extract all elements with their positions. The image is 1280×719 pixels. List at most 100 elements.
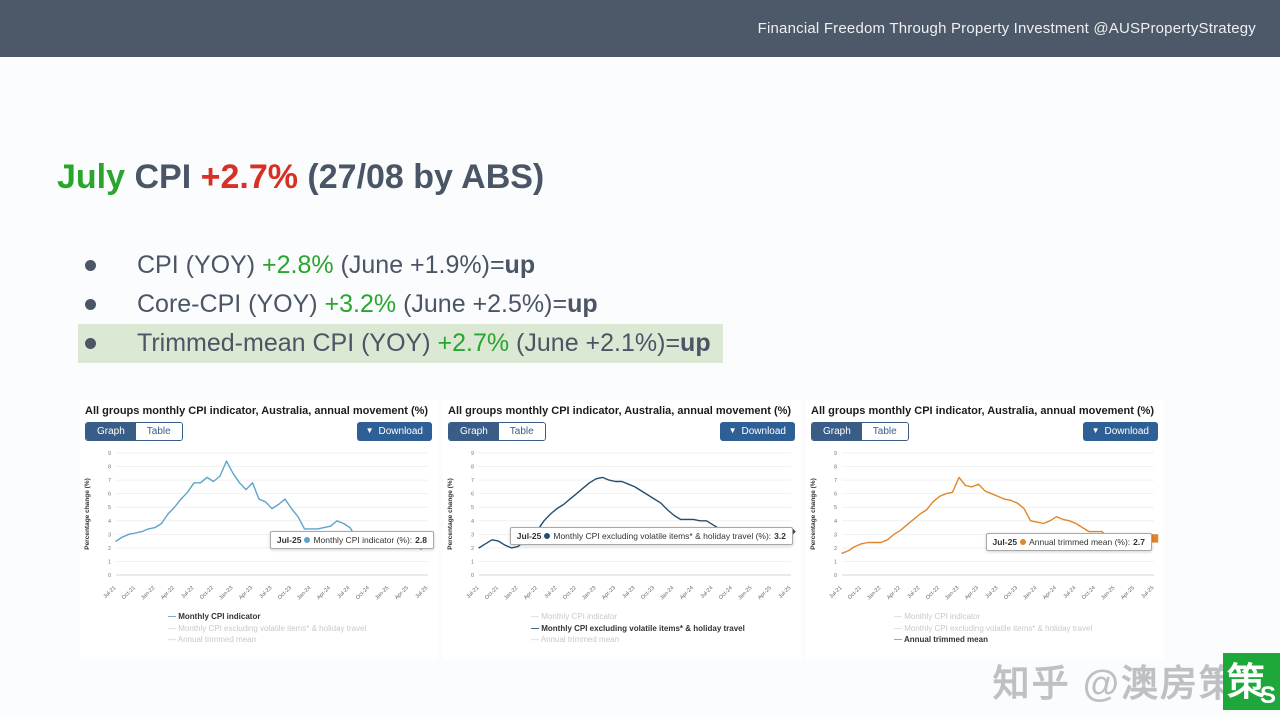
svg-text:Apr-23: Apr-23 bbox=[601, 585, 617, 601]
svg-text:5: 5 bbox=[108, 505, 111, 511]
svg-text:0: 0 bbox=[834, 573, 837, 579]
tab-graph[interactable]: Graph bbox=[812, 422, 862, 440]
legend-item[interactable]: — Annual trimmed mean bbox=[531, 635, 620, 645]
chart-plot: 0 1 2 3 4 5 6 7 8 9 Percentage change (%) Jul-21 Oct… bbox=[443, 443, 801, 615]
chart-title: All groups monthly CPI indicator, Austra… bbox=[811, 405, 1155, 417]
svg-text:Jan-24: Jan-24 bbox=[296, 585, 312, 601]
svg-text:0: 0 bbox=[108, 573, 111, 579]
svg-text:Percentage change (%): Percentage change (%) bbox=[810, 478, 817, 550]
svg-text:Apr-24: Apr-24 bbox=[1042, 585, 1058, 601]
svg-text:Jul-21: Jul-21 bbox=[466, 585, 481, 600]
svg-text:8: 8 bbox=[834, 465, 837, 471]
svg-text:Jul-24: Jul-24 bbox=[1063, 585, 1078, 600]
svg-text:4: 4 bbox=[108, 519, 111, 525]
legend-item[interactable]: — Monthly CPI excluding volatile items* … bbox=[168, 623, 367, 633]
chart-tooltip: Jul-25 Monthly CPI excluding volatile it… bbox=[509, 527, 793, 546]
logo-char: S bbox=[1259, 682, 1276, 709]
svg-text:Oct-23: Oct-23 bbox=[277, 585, 293, 601]
svg-text:Oct-22: Oct-22 bbox=[199, 585, 215, 601]
logo-char: 策 bbox=[1227, 662, 1266, 704]
svg-text:7: 7 bbox=[834, 478, 837, 484]
chart-legend: — Monthly CPI indicator — Monthly CPI ex… bbox=[894, 611, 1164, 646]
series-dot-icon bbox=[304, 537, 311, 544]
svg-text:Jul-24: Jul-24 bbox=[700, 585, 715, 600]
svg-text:Oct-24: Oct-24 bbox=[355, 585, 371, 601]
svg-text:3: 3 bbox=[834, 532, 837, 538]
chart-title: All groups monthly CPI indicator, Austra… bbox=[85, 405, 429, 417]
svg-text:Jul-21: Jul-21 bbox=[103, 585, 118, 600]
bullet-icon bbox=[85, 260, 96, 271]
top-banner: Financial Freedom Through Property Inves… bbox=[0, 0, 1280, 57]
tab-graph[interactable]: Graph bbox=[86, 422, 136, 440]
brand-logo: 策 S bbox=[1223, 653, 1280, 710]
svg-text:1: 1 bbox=[471, 560, 474, 566]
svg-text:Jan-25: Jan-25 bbox=[737, 585, 753, 601]
svg-text:Jul-22: Jul-22 bbox=[544, 585, 559, 600]
svg-text:Percentage change (%): Percentage change (%) bbox=[447, 478, 454, 550]
bullet-text: Trimmed-mean CPI (YOY) +2.7% (June +2.1%… bbox=[137, 329, 711, 357]
download-button[interactable]: ▼ Download bbox=[356, 421, 432, 441]
svg-text:9: 9 bbox=[471, 451, 474, 457]
svg-text:1: 1 bbox=[108, 560, 111, 566]
svg-text:Jul-23: Jul-23 bbox=[622, 585, 637, 600]
chart-tooltip: Jul-25 Monthly CPI indicator (%): 2.8 bbox=[269, 531, 434, 550]
svg-text:Apr-25: Apr-25 bbox=[394, 585, 410, 601]
legend-item[interactable]: — Monthly CPI excluding volatile items* … bbox=[894, 623, 1093, 633]
chart-panel: All groups monthly CPI indicator, Austra… bbox=[443, 400, 801, 660]
chart-controls: Graph Table ▼ Download bbox=[80, 419, 438, 443]
watermark-text: 知乎 @澳房策 bbox=[992, 663, 1238, 704]
svg-text:7: 7 bbox=[108, 478, 111, 484]
svg-text:6: 6 bbox=[834, 492, 837, 498]
title-suffix: (27/08 by ABS) bbox=[307, 158, 545, 196]
svg-text:Jan-24: Jan-24 bbox=[659, 585, 675, 601]
svg-text:5: 5 bbox=[471, 505, 474, 511]
chart-legend: — Monthly CPI indicator — Monthly CPI ex… bbox=[168, 611, 438, 646]
banner-text: Financial Freedom Through Property Inves… bbox=[757, 20, 1256, 37]
chart-title: All groups monthly CPI indicator, Austra… bbox=[448, 405, 792, 417]
legend-item[interactable]: — Monthly CPI indicator bbox=[531, 612, 618, 622]
svg-text:Jan-22: Jan-22 bbox=[503, 585, 519, 601]
bullet-icon bbox=[85, 338, 96, 349]
title-value: +2.7% bbox=[200, 158, 308, 196]
legend-item[interactable]: — Monthly CPI excluding volatile items* … bbox=[531, 623, 745, 633]
graph-table-toggle: Graph Table bbox=[448, 421, 546, 441]
tab-graph[interactable]: Graph bbox=[449, 422, 499, 440]
list-item: CPI (YOY) +2.8% (June +1.9%)=up bbox=[78, 246, 723, 285]
svg-text:Jan-23: Jan-23 bbox=[218, 585, 234, 601]
legend-item[interactable]: — Annual trimmed mean bbox=[894, 635, 988, 645]
svg-text:0: 0 bbox=[471, 573, 474, 579]
chart-controls: Graph Table ▼ Download bbox=[806, 419, 1164, 443]
legend-item[interactable]: — Annual trimmed mean bbox=[168, 635, 257, 645]
svg-text:5: 5 bbox=[834, 505, 837, 511]
svg-text:Jan-25: Jan-25 bbox=[374, 585, 390, 601]
tab-table[interactable]: Table bbox=[135, 422, 182, 440]
svg-text:8: 8 bbox=[108, 465, 111, 471]
legend-item[interactable]: — Monthly CPI indicator bbox=[894, 612, 981, 622]
download-button[interactable]: ▼ Download bbox=[1082, 421, 1158, 441]
svg-text:4: 4 bbox=[471, 519, 474, 525]
svg-text:Oct-24: Oct-24 bbox=[718, 585, 734, 601]
download-button[interactable]: ▼ Download bbox=[719, 421, 795, 441]
list-item-highlighted: Trimmed-mean CPI (YOY) +2.7% (June +2.1%… bbox=[78, 324, 723, 363]
chevron-down-icon: ▼ bbox=[728, 426, 737, 436]
tab-table[interactable]: Table bbox=[498, 422, 545, 440]
svg-text:Jan-22: Jan-22 bbox=[140, 585, 156, 601]
tab-table[interactable]: Table bbox=[861, 422, 908, 440]
svg-text:Jul-21: Jul-21 bbox=[829, 585, 844, 600]
bullet-list: CPI (YOY) +2.8% (June +1.9%)=up Core-CPI… bbox=[78, 246, 723, 363]
svg-text:Oct-22: Oct-22 bbox=[562, 585, 578, 601]
svg-text:Jan-23: Jan-23 bbox=[944, 585, 960, 601]
chart-controls: Graph Table ▼ Download bbox=[443, 419, 801, 443]
svg-text:1: 1 bbox=[834, 560, 837, 566]
legend-item[interactable]: — Monthly CPI indicator bbox=[168, 612, 261, 622]
chart-tooltip: Jul-25 Annual trimmed mean (%): 2.7 bbox=[985, 533, 1152, 552]
svg-text:Oct-21: Oct-21 bbox=[484, 585, 500, 601]
svg-text:Oct-24: Oct-24 bbox=[1081, 585, 1097, 601]
graph-table-toggle: Graph Table bbox=[811, 421, 909, 441]
list-item: Core-CPI (YOY) +3.2% (June +2.5%)=up bbox=[78, 285, 723, 324]
bullet-text: Core-CPI (YOY) +3.2% (June +2.5%)=up bbox=[137, 290, 598, 318]
chart-legend: — Monthly CPI indicator — Monthly CPI ex… bbox=[531, 611, 801, 646]
page-title: July CPI +2.7% (27/08 by ABS) bbox=[57, 158, 544, 197]
